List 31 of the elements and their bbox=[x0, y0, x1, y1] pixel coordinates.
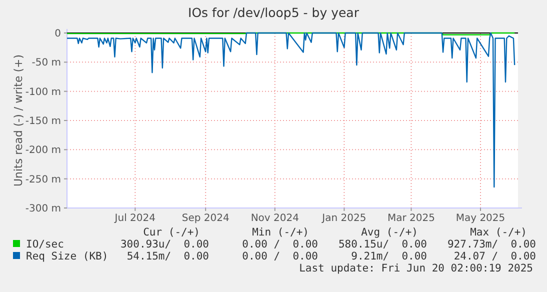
text: 0.00 / 0.00 bbox=[242, 250, 318, 263]
text: 927.73m/ 0.00 bbox=[447, 238, 536, 251]
text: 300.93u/ 0.00 bbox=[120, 238, 209, 251]
y-tick-label: -200 m bbox=[25, 145, 61, 156]
text: 24.07 / 0.00 bbox=[454, 250, 536, 263]
y-tick-label: -100 m bbox=[25, 86, 61, 98]
x-tick-label: Nov 2024 bbox=[250, 213, 299, 224]
text: 580.15u/ 0.00 bbox=[338, 238, 427, 251]
text: 9.21m/ 0.00 bbox=[351, 250, 427, 263]
x-tick-label: May 2025 bbox=[456, 213, 506, 224]
x-tick-label: Jan 2025 bbox=[321, 213, 366, 224]
text: Avg (-/+) bbox=[361, 226, 418, 239]
legend-label: IO/sec bbox=[26, 238, 64, 251]
x-tick-label: Sep 2024 bbox=[182, 213, 230, 224]
chart-title: IOs for /dev/loop5 - by year bbox=[188, 5, 360, 20]
line-series bbox=[66, 32, 516, 188]
y-axis-title: Units read (-) / write (+) bbox=[12, 54, 25, 187]
y-tick-label: -150 m bbox=[25, 116, 61, 127]
text: 0.00 / 0.00 bbox=[242, 238, 318, 251]
x-tick-label: Mar 2025 bbox=[387, 213, 435, 224]
text: Last update: Fri Jun 20 02:00:19 2025 bbox=[299, 262, 533, 275]
y-tick-label: -50 m bbox=[32, 58, 61, 69]
text: Max (-/+) bbox=[470, 226, 527, 239]
y-tick-label: -250 m bbox=[25, 174, 61, 186]
legend-label: Req Size (KB) bbox=[26, 250, 108, 263]
text: Cur (-/+) bbox=[143, 226, 200, 239]
y-tick-label: -300 m bbox=[25, 204, 61, 214]
text: 54.15m/ 0.00 bbox=[126, 250, 209, 263]
x-tick-label: Jul 2024 bbox=[114, 213, 156, 224]
y-tick-label: 0 bbox=[54, 28, 61, 40]
text: Min (-/+) bbox=[252, 226, 309, 239]
